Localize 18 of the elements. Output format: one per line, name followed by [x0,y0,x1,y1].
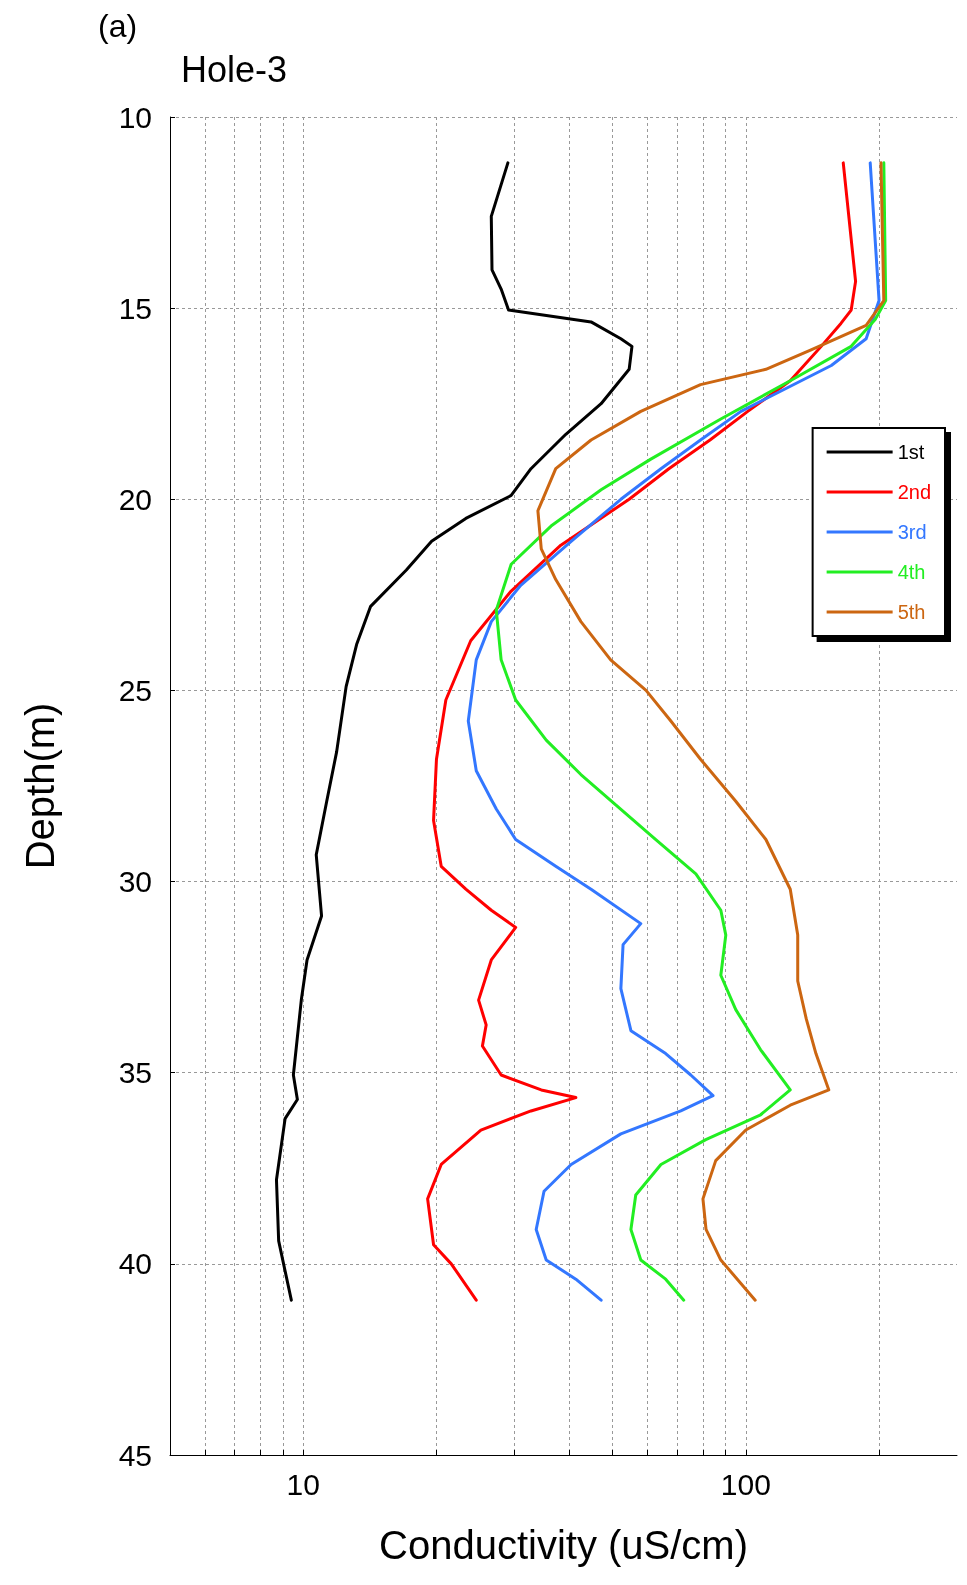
y-tick-label: 15 [118,291,152,325]
x-axis-title: Conductivity (uS/cm) [379,1523,748,1567]
y-tick-label: 45 [118,1438,152,1472]
legend-label: 3rd [897,521,927,543]
y-tick-label: 10 [118,100,152,134]
y-tick-label: 20 [118,482,152,516]
y-tick-label: 30 [118,865,152,899]
y-tick-label: 40 [118,1247,152,1281]
legend-label: 1st [897,441,925,463]
legend-label: 2nd [897,481,932,503]
text: (a) [98,8,138,44]
y-tick-label: 25 [118,673,152,707]
legend-label: 4th [897,561,926,583]
y-axis-title: Depth(m) [18,702,62,870]
y-tick-label: 35 [118,1056,152,1090]
x-tick-label: 100 [720,1467,771,1501]
chart-title: Hole-3 [181,48,288,90]
legend-label: 5th [897,601,926,623]
